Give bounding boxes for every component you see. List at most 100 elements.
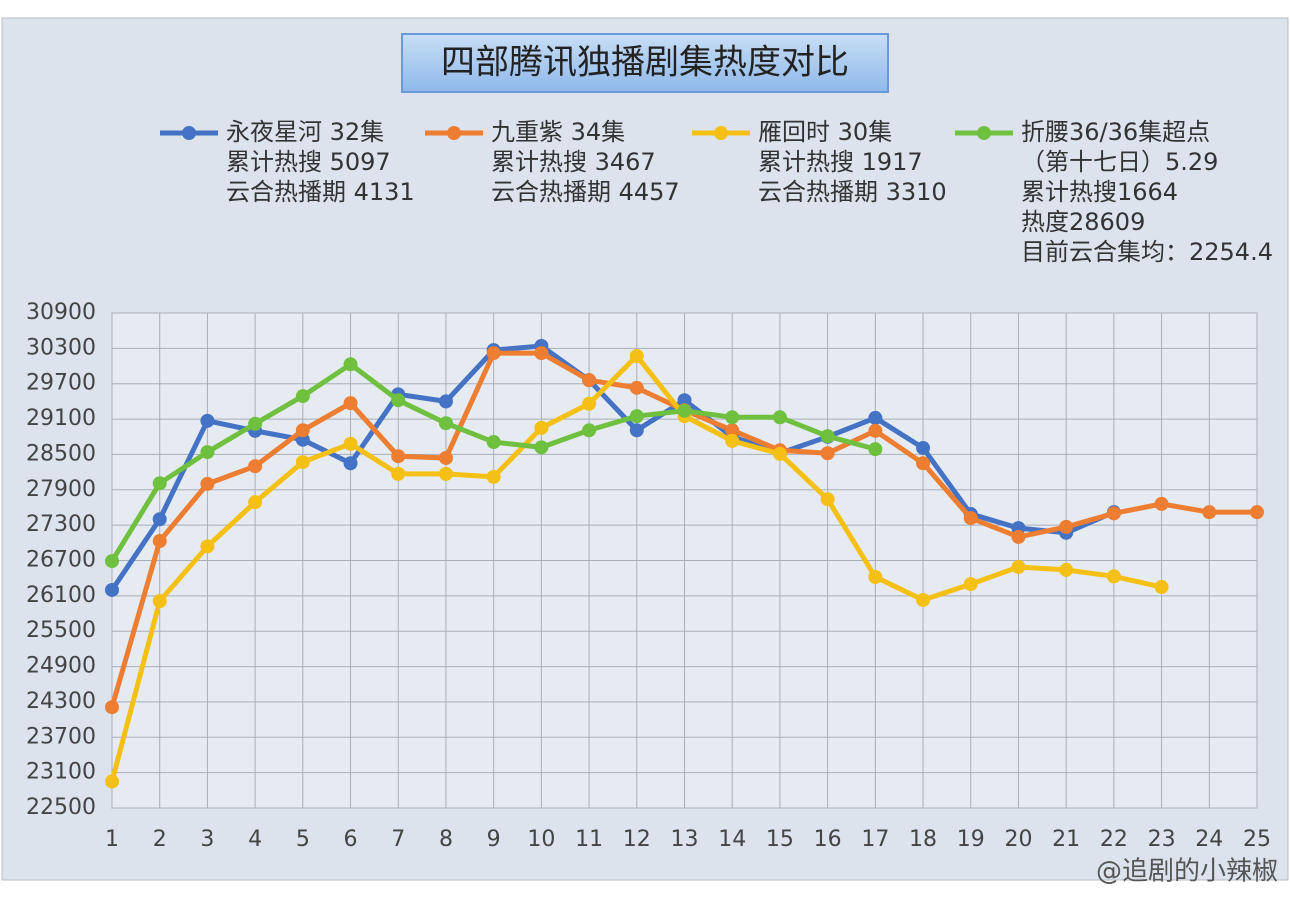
y-tick-label: 28500 — [26, 441, 96, 466]
data-point — [725, 423, 740, 438]
x-tick-label: 6 — [344, 827, 358, 852]
data-point — [820, 429, 835, 444]
data-point — [1154, 496, 1169, 511]
title-box — [401, 33, 889, 93]
data-point — [582, 423, 597, 438]
x-tick-label: 8 — [439, 827, 453, 852]
data-point — [438, 416, 453, 431]
data-point — [152, 512, 167, 527]
legend-swatch-dot — [182, 126, 196, 140]
data-point — [868, 410, 883, 425]
x-tick-label: 21 — [1052, 827, 1080, 852]
data-point — [820, 446, 835, 461]
data-point — [772, 410, 787, 425]
legend-label: 折腰36/36集超点 — [1021, 118, 1210, 146]
watermark: @追剧的小辣椒 — [1096, 857, 1278, 887]
y-tick-label: 24300 — [26, 689, 96, 714]
data-point — [295, 455, 310, 470]
series-line — [109, 343, 1115, 592]
data-point — [534, 346, 549, 361]
y-tick-label: 30300 — [26, 335, 96, 360]
data-point — [534, 420, 549, 435]
data-point — [868, 423, 883, 438]
data-point — [295, 423, 310, 438]
data-point — [1106, 506, 1121, 521]
data-point — [343, 357, 358, 372]
data-point — [916, 456, 931, 471]
data-point — [105, 774, 119, 789]
legend-label: 永夜星河 32集 — [226, 118, 384, 146]
x-tick-label: 13 — [671, 827, 699, 852]
data-point — [391, 449, 406, 464]
data-point — [391, 466, 406, 481]
x-tick-label: 11 — [575, 827, 603, 852]
x-tick-label: 4 — [248, 827, 262, 852]
data-point — [629, 380, 644, 395]
data-point — [582, 373, 597, 388]
legend-detail: 云合热播期 4131 — [226, 178, 415, 206]
legend-detail: 云合热播期 4457 — [491, 178, 680, 206]
y-tick-label: 23100 — [26, 760, 96, 785]
y-tick-label: 25500 — [26, 618, 96, 643]
data-point — [105, 554, 119, 569]
data-point — [582, 396, 597, 411]
data-point — [534, 440, 549, 455]
data-point — [1011, 529, 1026, 544]
data-point — [868, 570, 883, 584]
data-point — [486, 435, 501, 450]
data-point — [629, 409, 644, 424]
data-point — [963, 511, 978, 526]
data-point — [438, 450, 453, 465]
x-tick-label: 20 — [1004, 827, 1032, 852]
data-point — [200, 445, 215, 460]
data-point — [677, 403, 692, 418]
data-point — [725, 433, 740, 448]
x-tick-label: 19 — [957, 827, 985, 852]
legend-label: 雁回时 30集 — [758, 118, 892, 146]
x-tick-label: 23 — [1148, 827, 1176, 852]
y-tick-label: 26100 — [26, 583, 96, 608]
data-point — [200, 413, 215, 428]
data-point — [486, 346, 501, 361]
x-tick-label: 9 — [487, 827, 501, 852]
legend-swatch-dot — [447, 126, 461, 140]
data-point — [343, 456, 358, 471]
x-tick-label: 15 — [766, 827, 794, 852]
legend-detail: 累计热搜 3467 — [491, 148, 656, 176]
legend-detail: 累计热搜 5097 — [226, 148, 391, 176]
data-point — [152, 594, 167, 609]
x-tick-label: 16 — [814, 827, 842, 852]
x-tick-label: 10 — [527, 827, 555, 852]
data-point — [343, 396, 358, 411]
y-tick-label: 22500 — [26, 795, 96, 820]
data-point — [295, 389, 310, 404]
data-point — [1106, 569, 1121, 584]
y-tick-label: 27900 — [26, 477, 96, 502]
data-point — [725, 410, 740, 425]
legend-swatch-dot — [714, 126, 728, 140]
data-point — [248, 459, 263, 474]
data-point — [343, 436, 358, 451]
x-tick-label: 14 — [718, 827, 746, 852]
x-tick-label: 12 — [623, 827, 651, 852]
data-point — [1250, 505, 1264, 520]
data-point — [200, 476, 215, 491]
x-tick-label: 3 — [200, 827, 214, 852]
data-point — [438, 466, 453, 481]
data-point — [105, 700, 119, 715]
y-tick-label: 30900 — [26, 300, 96, 325]
data-point — [1059, 519, 1074, 534]
legend-detail: 累计热搜1664 — [1021, 178, 1178, 206]
y-tick-label: 23700 — [26, 724, 96, 749]
data-point — [629, 349, 644, 364]
legend-swatch-dot — [977, 126, 991, 140]
data-point — [963, 577, 978, 592]
legend-detail: 云合热播期 3310 — [758, 178, 947, 206]
legend-detail: 累计热搜 1917 — [758, 148, 923, 176]
legend-label: 九重紫 34集 — [491, 118, 625, 146]
y-tick-label: 27300 — [26, 512, 96, 537]
data-point — [1154, 580, 1169, 595]
chart-title: 四部腾讯独播剧集热度对比 — [441, 43, 849, 83]
data-point — [438, 394, 453, 409]
data-point — [629, 423, 644, 438]
